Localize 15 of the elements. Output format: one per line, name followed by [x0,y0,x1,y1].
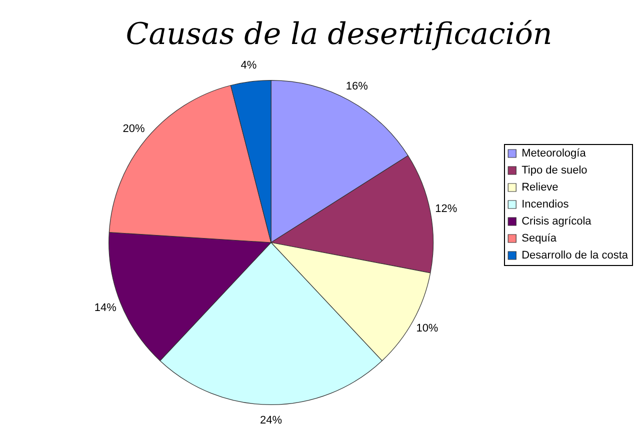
legend-label: Tipo de suelo [522,164,588,177]
legend-label: Relieve [522,182,558,194]
legend-label: Desarrollo de la costa [522,250,629,262]
data-label: 20% [122,122,145,135]
data-label: 16% [346,80,368,92]
data-label: 10% [416,322,438,334]
chart-title: Causas de la desertificación [126,16,552,52]
legend-label: Incendios [522,198,570,211]
legend-label: Crisis agrícola [522,216,592,228]
legend-label: Sequía [522,232,558,245]
legend-label: Meteorología [522,148,587,160]
data-label: 14% [94,302,117,314]
data-label: 12% [435,203,458,216]
data-label: 24% [260,414,282,427]
data-label: 4% [240,60,257,72]
